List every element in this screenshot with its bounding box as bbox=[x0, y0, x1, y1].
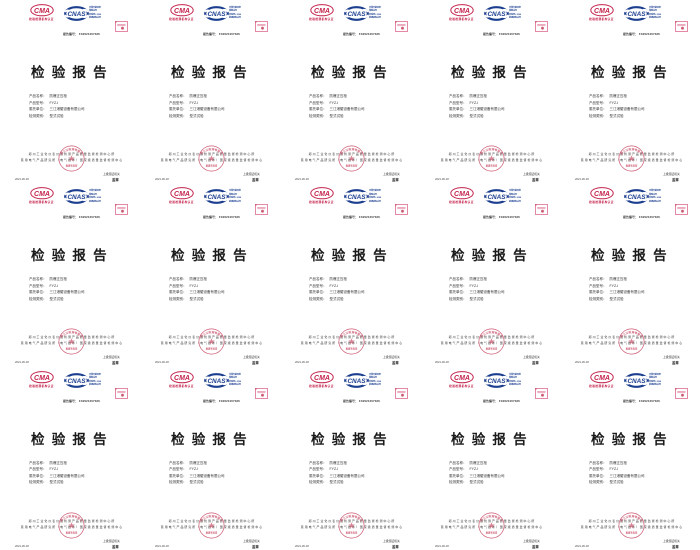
svg-text:CMA: CMA bbox=[454, 8, 470, 15]
svg-text:CNAS: CNAS bbox=[207, 11, 226, 18]
svg-text:CMA: CMA bbox=[594, 375, 610, 382]
svg-text:CNAS: CNAS bbox=[627, 11, 646, 18]
svg-text:检测专用章: 检测专用章 bbox=[66, 347, 78, 351]
svg-text:检测专用章: 检测专用章 bbox=[206, 347, 218, 351]
svg-text:CMA: CMA bbox=[454, 192, 470, 199]
svg-text:CNAS: CNAS bbox=[347, 194, 366, 201]
svg-text:检测专用章: 检测专用章 bbox=[626, 347, 638, 351]
svg-text:CNAS: CNAS bbox=[627, 377, 646, 384]
svg-text:CNAS: CNAS bbox=[487, 194, 506, 201]
svg-text:CMA: CMA bbox=[594, 192, 610, 199]
svg-text:CNAS: CNAS bbox=[487, 377, 506, 384]
svg-text:检测专用章: 检测专用章 bbox=[346, 164, 358, 168]
svg-text:检测专用章: 检测专用章 bbox=[66, 164, 78, 168]
svg-text:CNAS: CNAS bbox=[67, 194, 86, 201]
svg-text:检测专用章: 检测专用章 bbox=[486, 347, 498, 351]
svg-text:CNAS: CNAS bbox=[207, 377, 226, 384]
svg-text:CMA: CMA bbox=[314, 375, 330, 382]
svg-text:CNAS: CNAS bbox=[347, 11, 366, 18]
svg-text:CNAS: CNAS bbox=[347, 377, 366, 384]
svg-text:检测专用章: 检测专用章 bbox=[206, 164, 218, 168]
svg-text:检测专用章: 检测专用章 bbox=[66, 530, 78, 534]
svg-text:检测专用章: 检测专用章 bbox=[626, 164, 638, 168]
svg-text:CMA: CMA bbox=[174, 375, 190, 382]
svg-text:检测专用章: 检测专用章 bbox=[486, 164, 498, 168]
svg-text:CMA: CMA bbox=[314, 192, 330, 199]
svg-text:检测专用章: 检测专用章 bbox=[346, 347, 358, 351]
svg-text:CMA: CMA bbox=[174, 192, 190, 199]
svg-text:CNAS: CNAS bbox=[627, 194, 646, 201]
svg-text:检测专用章: 检测专用章 bbox=[486, 530, 498, 534]
svg-text:CNAS: CNAS bbox=[207, 194, 226, 201]
svg-text:检测专用章: 检测专用章 bbox=[206, 530, 218, 534]
svg-text:CNAS: CNAS bbox=[67, 11, 86, 18]
svg-text:CMA: CMA bbox=[34, 192, 50, 199]
svg-text:CMA: CMA bbox=[454, 375, 470, 382]
svg-text:CMA: CMA bbox=[594, 8, 610, 15]
svg-text:CNAS: CNAS bbox=[67, 377, 86, 384]
svg-text:CMA: CMA bbox=[34, 375, 50, 382]
svg-text:检测专用章: 检测专用章 bbox=[626, 530, 638, 534]
svg-text:CNAS: CNAS bbox=[487, 11, 506, 18]
svg-text:检测专用章: 检测专用章 bbox=[346, 530, 358, 534]
svg-text:CMA: CMA bbox=[174, 8, 190, 15]
svg-text:CMA: CMA bbox=[34, 8, 50, 15]
svg-text:CMA: CMA bbox=[314, 8, 330, 15]
